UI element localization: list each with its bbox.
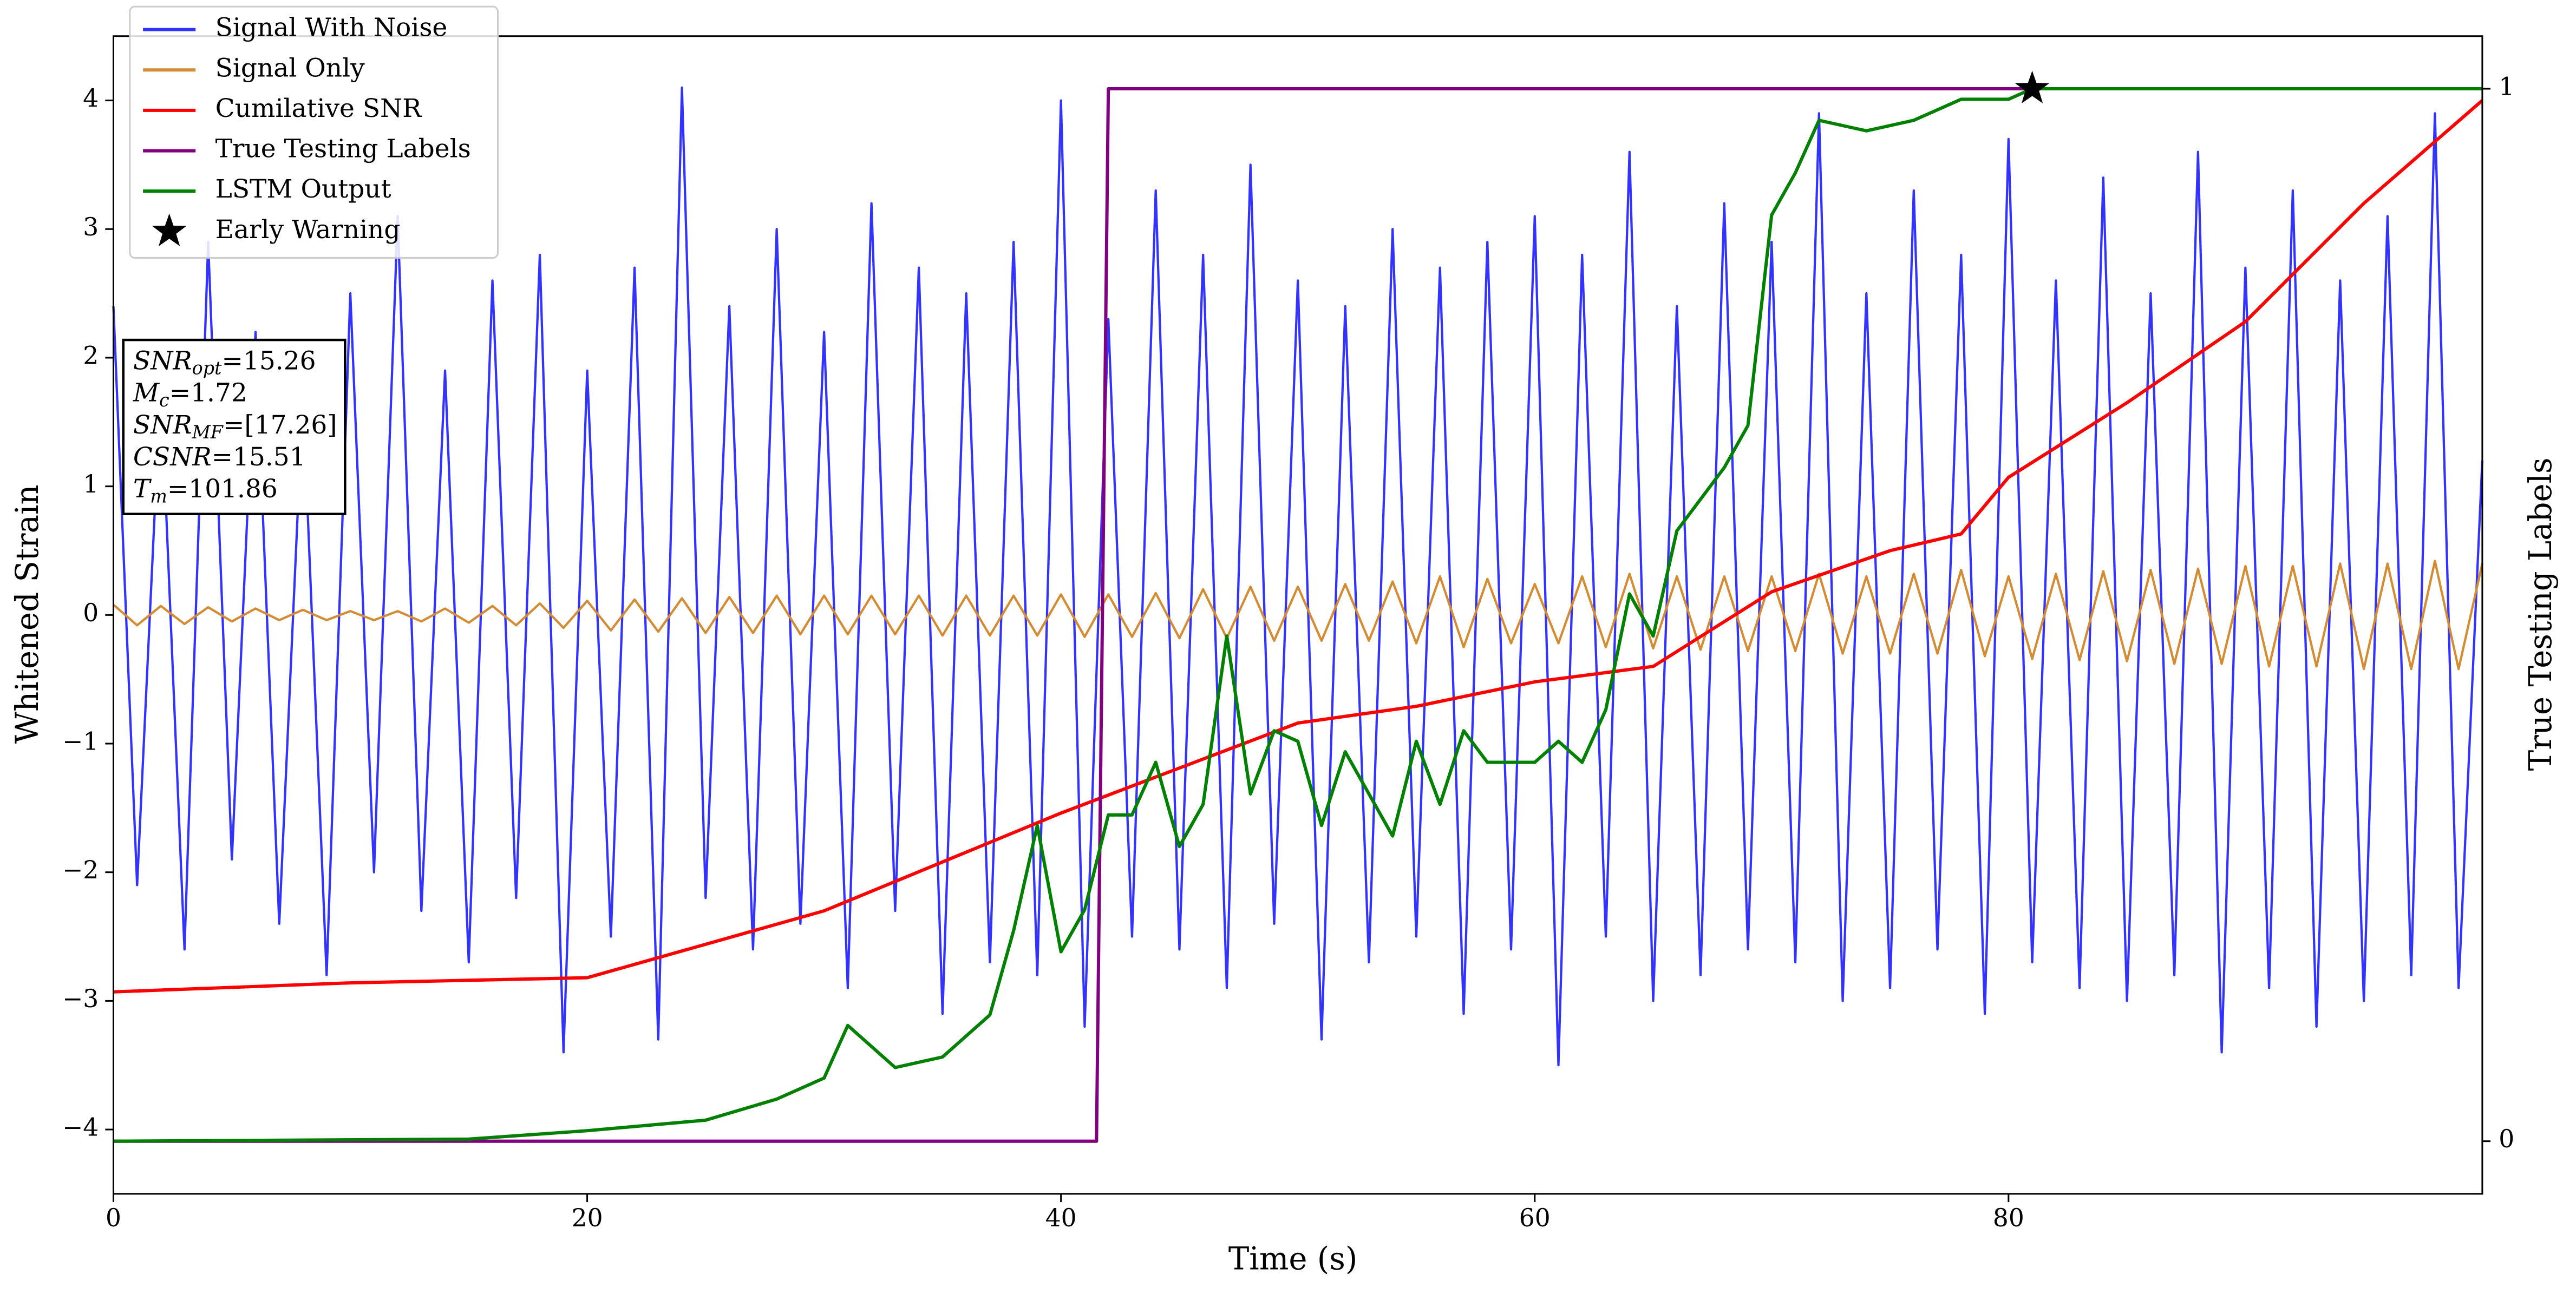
legend-label: Cumilative SNR [215, 94, 423, 123]
annotation-sub: c [159, 390, 169, 411]
annotation-sub: opt [192, 358, 222, 379]
x-tick-label: 20 [572, 1204, 603, 1232]
y-tick-label: −1 [62, 727, 99, 756]
annotation-main: CSNR [133, 442, 212, 472]
x-tick-label: 0 [106, 1204, 121, 1232]
legend-label: Signal Only [215, 53, 365, 83]
x-tick-label: 60 [1519, 1204, 1551, 1232]
annotation-main: SNR [133, 346, 192, 376]
series-line [113, 87, 2482, 1143]
y-tick-label: 2 [83, 341, 99, 370]
legend-label: LSTM Output [215, 174, 391, 204]
annotation-rest: =15.51 [212, 442, 306, 472]
legend-marker [152, 213, 187, 246]
annotation-rest: =1.72 [169, 378, 247, 408]
y2-tick-label: 1 [2499, 72, 2514, 101]
series-line [113, 560, 2483, 671]
y-axis-label: Whitened Strain [9, 484, 45, 744]
series-line [113, 99, 2483, 994]
series-line [112, 86, 2484, 1067]
early-warning-marker [2015, 70, 2050, 103]
y-tick-label: 0 [83, 599, 99, 627]
annotation-main: SNR [133, 410, 192, 440]
annotation-line: Tm=101.86 [133, 474, 278, 507]
annotation-main: M [133, 378, 160, 408]
y2-axis-label: True Testing Labels [2522, 457, 2559, 771]
annotation-rest: =101.86 [167, 474, 278, 504]
annotation-box [122, 338, 346, 516]
plot-area [112, 86, 2484, 1143]
x-tick-label: 40 [1045, 1204, 1077, 1232]
annotation-main: T [133, 474, 152, 504]
x-tick-label: 80 [1993, 1204, 2024, 1232]
annotation-line: CSNR=15.51 [133, 442, 306, 472]
annotation-sub: m [150, 485, 167, 507]
y-tick-label: 4 [83, 84, 99, 113]
legend-box [129, 5, 499, 259]
legend-label: True Testing Labels [215, 134, 471, 164]
legend-label: Signal With Noise [215, 13, 448, 43]
legend-label: Early Warning [215, 215, 401, 245]
y-tick-label: 3 [83, 213, 99, 241]
annotation-line: SNRMF=[17.26] [133, 410, 337, 443]
y-tick-label: −2 [62, 856, 99, 884]
annotation-rest: =[17.26] [223, 410, 337, 440]
y2-tick-label: 0 [2499, 1125, 2514, 1153]
annotation-line: SNRopt=15.26 [133, 346, 316, 379]
y-tick-label: −4 [62, 1113, 99, 1142]
y-tick-label: −3 [62, 984, 99, 1013]
series-line [113, 87, 2482, 1143]
annotation-sub: MF [192, 422, 224, 443]
annotation-line: Mc=1.72 [133, 378, 247, 411]
x-axis-label: Time (s) [1228, 1240, 1358, 1277]
annotation-rest: =15.26 [222, 346, 316, 376]
y-tick-label: 1 [83, 470, 99, 498]
